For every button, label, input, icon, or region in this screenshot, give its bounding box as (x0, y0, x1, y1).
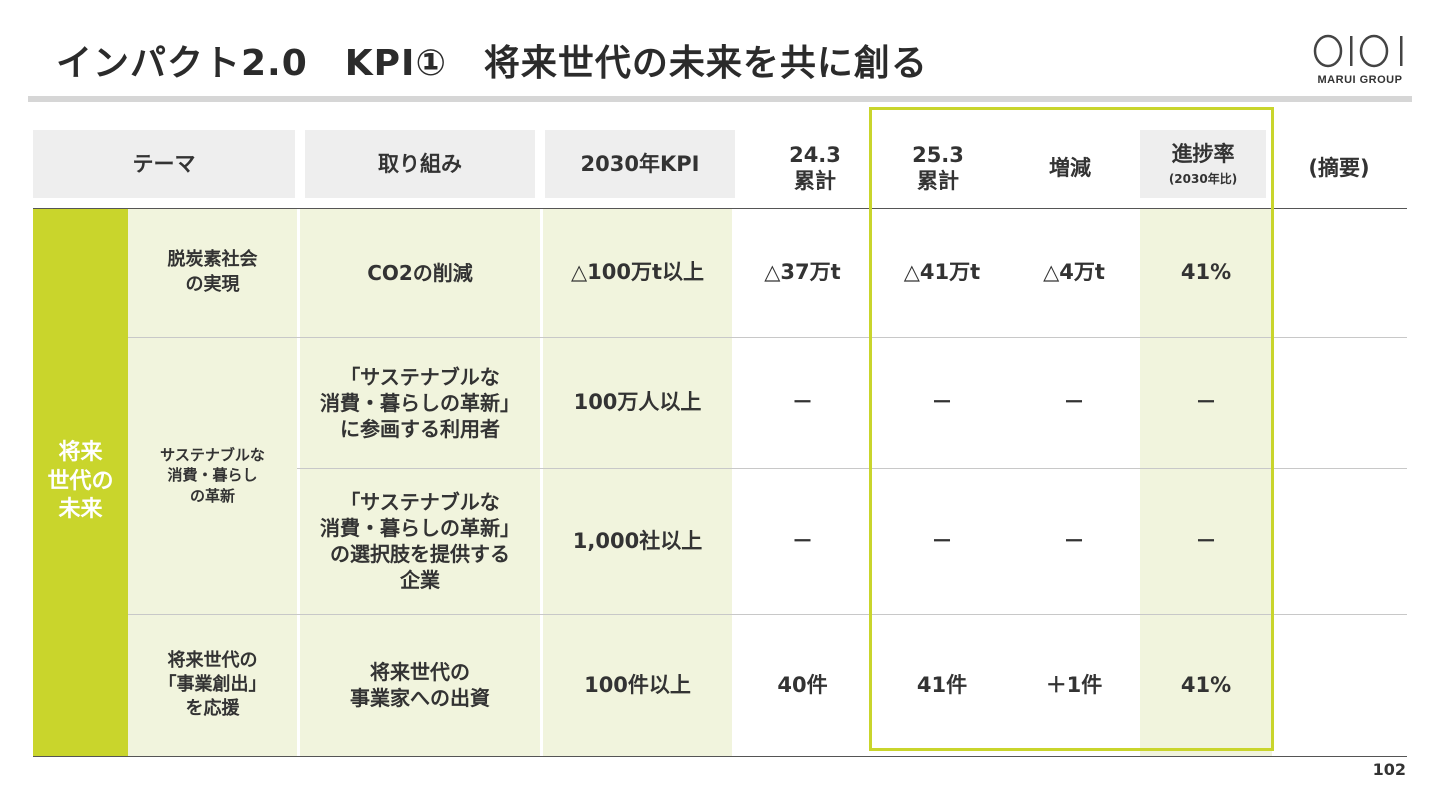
column-divider (540, 208, 543, 756)
row3-action-line1: 「サステナブルな (340, 490, 500, 514)
header-theme: テーマ (33, 130, 295, 198)
row2-prev: － (792, 390, 813, 415)
header-prev: 24.3 累計 (740, 136, 890, 200)
title-divider (28, 96, 1412, 102)
row4-kpi: 100件以上 (584, 672, 691, 697)
row4-action: 将来世代の 事業家への出資 (300, 614, 540, 756)
category-line-1: 将来 (58, 440, 103, 466)
row1-kpi: △100万t以上 (570, 260, 705, 285)
row4-prev: 40件 (777, 672, 828, 697)
header-prev-line2: 累計 (794, 169, 836, 193)
row4-curr: 41件 (916, 672, 968, 697)
header-progress-label: 進捗率 (1171, 142, 1235, 167)
row4-theme-line2: 「事業創出」 (158, 673, 267, 695)
row3-action-line2: 消費・暮らしの革新」 (320, 516, 520, 540)
row1-theme-line2: の実現 (185, 273, 240, 295)
row1-prev: △37万t (764, 260, 841, 285)
row2-action-line2: 消費・暮らしの革新」 (320, 390, 520, 415)
row-divider (297, 468, 1407, 469)
row2-change: － (1063, 390, 1085, 415)
row2-action-line1: 「サステナブルな (340, 364, 500, 389)
category-line-2: 世代の (47, 468, 114, 494)
row2-curr: － (931, 390, 953, 415)
oioi-logo-icon (1313, 34, 1403, 68)
header-prev-line1: 24.3 (789, 142, 841, 167)
row2-kpi: 100万人以上 (573, 390, 702, 415)
header-progress-sub: (2030年比) (1168, 171, 1238, 186)
header-curr-line2: 累計 (917, 169, 959, 193)
row1-theme-line1: 脱炭素社会 (167, 249, 258, 271)
category-line-3: 未来 (58, 497, 103, 523)
row4-theme-line1: 将来世代の (167, 649, 258, 671)
progress-green-panel (1140, 208, 1272, 756)
row1-curr: △41万t (903, 260, 981, 285)
header-curr-line1: 25.3 (912, 142, 964, 167)
row3-prev: － (792, 528, 813, 553)
header-change: 増減 (1049, 155, 1091, 180)
row1-theme: 脱炭素社会 の実現 (128, 208, 297, 337)
logo-text: MARUI GROUP (1317, 74, 1403, 86)
row2-theme: サステナブルな 消費・暮らし の革新 (128, 337, 297, 614)
header-action: 取り組み (305, 130, 535, 198)
marui-group-logo: MARUI GROUP (1312, 34, 1408, 90)
row2-action-line3: に参画する利用者 (340, 416, 500, 441)
row3-curr: － (931, 528, 953, 553)
page-title: インパクト2.0 KPI① 将来世代の未来を共に創る (56, 43, 928, 84)
row4-theme-line3: を応援 (185, 698, 240, 720)
category-label: 将来 世代の 未来 (33, 208, 128, 756)
row3-action: 「サステナブルな 消費・暮らしの革新」 の選択肢を提供する 企業 (300, 468, 540, 614)
row4-progress: 41% (1180, 672, 1232, 697)
header-summary: (摘要) (1308, 155, 1370, 180)
row3-progress: － (1195, 528, 1217, 553)
page-number: 102 (1372, 760, 1406, 779)
row4-change: ＋1件 (1045, 672, 1103, 697)
table-bottom-rule (33, 756, 1407, 757)
row4-action-line1: 将来世代の (370, 660, 470, 684)
row3-change: － (1063, 528, 1085, 553)
row1-progress: 41% (1180, 260, 1232, 285)
row2-action: 「サステナブルな 消費・暮らしの革新」 に参画する利用者 (300, 337, 540, 468)
row4-theme: 将来世代の 「事業創出」 を応援 (128, 614, 297, 756)
row-divider (128, 614, 1407, 615)
row2-theme-line3: の革新 (189, 486, 235, 505)
header-curr: 25.3 累計 (872, 136, 1004, 200)
header-kpi: 2030年KPI (545, 130, 735, 198)
column-divider (297, 208, 300, 756)
row2-theme-line2: 消費・暮らし (167, 466, 258, 485)
row2-theme-line1: サステナブルな (160, 446, 265, 465)
row3-action-line3: の選択肢を提供する (330, 542, 510, 566)
header-progress: 進捗率 (2030年比) (1140, 130, 1266, 198)
table-top-rule (33, 208, 1407, 209)
row-divider (128, 337, 1407, 338)
left-green-panel (128, 208, 732, 756)
row3-kpi: 1,000社以上 (572, 528, 703, 553)
row3-action-line4: 企業 (400, 568, 440, 592)
row4-action-line2: 事業家への出資 (350, 686, 490, 710)
row1-change: △4万t (1043, 260, 1105, 285)
row2-progress: － (1195, 390, 1217, 415)
row1-action: CO2の削減 (367, 260, 473, 285)
